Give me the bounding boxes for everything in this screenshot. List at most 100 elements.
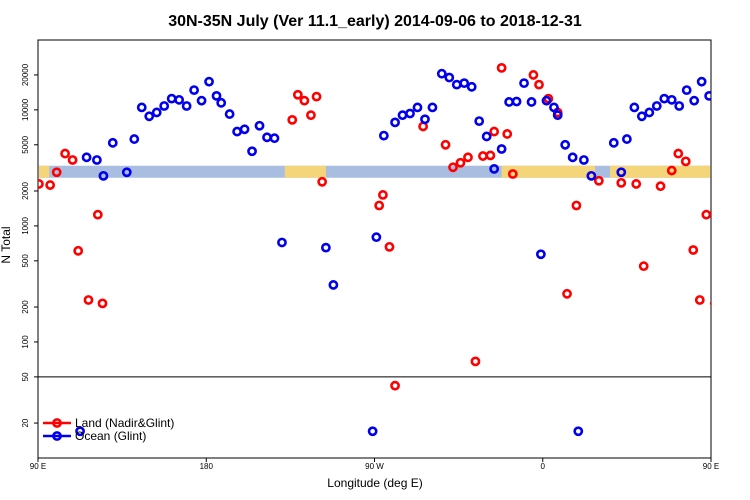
x-tick-label: 90 W <box>365 462 384 471</box>
land-point <box>701 209 711 220</box>
ocean-point <box>444 72 455 83</box>
land-point <box>723 180 730 187</box>
land-point <box>562 288 572 299</box>
ocean-point <box>621 134 632 144</box>
ocean-point <box>578 155 589 165</box>
land-point <box>528 70 539 80</box>
ocean-point <box>121 167 132 178</box>
y-axis-ticks: 20 50 100 200 500 1000 2000 5000 10000 20000 <box>21 63 38 428</box>
land-point <box>440 139 451 150</box>
x-tick-label: 0 <box>541 462 546 471</box>
ocean-point <box>689 95 700 106</box>
land-point <box>83 295 94 305</box>
ocean-point <box>549 102 559 113</box>
ocean-point <box>636 111 647 122</box>
y-tick-label: 100 <box>21 335 30 349</box>
land-point <box>593 175 604 186</box>
land-point <box>455 157 466 168</box>
ocean-point <box>367 426 378 437</box>
land-segment <box>501 165 596 178</box>
land-point <box>45 180 56 190</box>
y-tick-label: 1000 <box>21 216 30 234</box>
ocean-point <box>696 76 707 87</box>
land-point <box>717 178 724 185</box>
ocean-point <box>552 110 563 121</box>
ocean-point <box>560 139 571 150</box>
ocean-point <box>277 237 287 248</box>
land-point <box>97 298 108 309</box>
ocean-point <box>436 68 447 79</box>
land-point <box>38 179 44 189</box>
ocean-point <box>629 102 640 113</box>
land-point <box>378 190 388 200</box>
land-point <box>739 156 746 163</box>
land-point <box>616 177 627 188</box>
land-point <box>306 110 316 121</box>
land-point <box>507 169 518 179</box>
land-point <box>502 129 513 139</box>
land-point <box>485 150 496 161</box>
data-marks <box>38 62 746 437</box>
ocean-point <box>181 101 192 111</box>
ocean-point <box>81 152 92 163</box>
land-point <box>638 261 649 272</box>
ocean-point <box>427 102 438 113</box>
ocean-point <box>586 170 597 181</box>
ocean-point <box>704 90 711 101</box>
ocean-point <box>573 426 584 437</box>
ocean-point <box>136 102 147 113</box>
land-point <box>673 148 684 159</box>
ocean-point <box>129 134 140 144</box>
ocean-point <box>644 107 655 118</box>
x-tick-label: 90 E <box>703 462 719 471</box>
ocean-point <box>674 101 685 111</box>
land-point <box>489 126 500 137</box>
land-point <box>292 89 303 100</box>
land-point <box>299 95 310 106</box>
ocean-point <box>519 78 529 89</box>
ocean-point <box>196 95 207 106</box>
y-tick-label: 20000 <box>21 63 30 86</box>
land-point <box>287 114 298 125</box>
ocean-point <box>247 146 257 157</box>
ocean-point <box>496 144 507 154</box>
ocean-point <box>567 152 578 163</box>
ocean-point <box>651 101 662 111</box>
land-point <box>51 167 62 178</box>
ocean-point <box>681 85 692 96</box>
ocean-point <box>144 111 155 122</box>
ocean-point <box>378 130 389 141</box>
ocean-point <box>204 76 214 87</box>
land-point <box>374 200 385 211</box>
land-point <box>470 356 481 367</box>
y-tick-label: 200 <box>21 300 30 314</box>
y-tick-label: 20 <box>21 418 30 427</box>
land-point <box>384 241 395 252</box>
y-axis-label: N Total <box>0 226 13 263</box>
ocean-point <box>489 163 500 174</box>
ocean-point <box>535 249 546 260</box>
legend-label: Ocean (Glint) <box>75 429 146 443</box>
land-point <box>680 156 691 167</box>
ocean-point <box>320 242 331 253</box>
ocean-point <box>616 167 627 178</box>
ocean-point <box>474 116 485 127</box>
ocean-point <box>526 97 537 107</box>
ocean-point <box>405 108 415 119</box>
ocean-band <box>39 165 710 178</box>
ocean-point <box>75 426 85 437</box>
land-series <box>38 62 746 391</box>
ocean-point <box>466 81 477 92</box>
land-point <box>688 245 699 255</box>
land-point <box>534 79 544 90</box>
ocean-point <box>541 95 552 106</box>
ocean-point <box>269 133 280 144</box>
ocean-series <box>75 68 711 437</box>
ocean-point <box>420 114 430 125</box>
ocean-point <box>174 94 185 105</box>
ocean-point <box>211 90 222 101</box>
ocean-point <box>390 117 400 128</box>
land-point <box>694 295 705 305</box>
land-point <box>317 176 328 187</box>
